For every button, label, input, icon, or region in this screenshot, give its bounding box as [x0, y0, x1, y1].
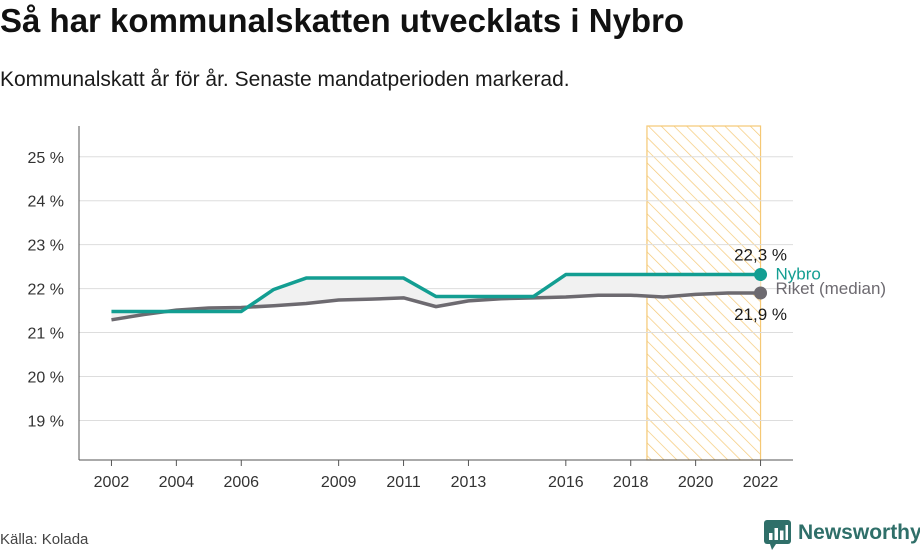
end-point-nybro [754, 268, 768, 282]
chart-title: Så har kommunalskatten utvecklats i Nybr… [0, 2, 685, 39]
x-tick-label: 2006 [223, 474, 259, 491]
x-tick-label: 2002 [94, 474, 130, 491]
newsworthy-logo-icon [764, 520, 791, 550]
x-tick-label: 2016 [548, 474, 584, 491]
series-label-riket: Riket (median) [776, 279, 887, 298]
end-point-riket [754, 286, 768, 300]
x-tick-label: 2018 [613, 474, 649, 491]
series-line-riket [111, 291, 761, 322]
y-tick-label: 23 % [28, 238, 64, 255]
y-tick-label: 25 % [28, 150, 64, 167]
y-tick-label: 22 % [28, 282, 64, 299]
source-note: Källa: Kolada [0, 531, 89, 548]
newsworthy-brand[interactable]: Newsworthy [764, 520, 920, 552]
x-tick-label: 2020 [678, 474, 714, 491]
x-tick-label: 2022 [743, 474, 779, 491]
y-tick-label: 20 % [28, 370, 64, 387]
series-line-nybro [111, 272, 761, 314]
x-tick-label: 2009 [321, 474, 357, 491]
y-tick-label: 24 % [28, 194, 64, 211]
y-tick-label: 19 % [28, 413, 64, 430]
brand-name: Newsworthy [798, 521, 920, 544]
y-tick-label: 21 % [28, 326, 64, 343]
x-tick-label: 2004 [159, 474, 195, 491]
series-label-nybro: Nybro [776, 265, 821, 284]
x-tick-label: 2011 [386, 474, 421, 491]
x-tick-label: 2013 [451, 474, 487, 491]
chart-subtitle: Kommunalskatt år för år. Senaste mandatp… [0, 68, 570, 91]
end-value-label-nybro: 22,3 % [734, 246, 787, 265]
end-value-label-riket: 21,9 % [734, 305, 787, 324]
